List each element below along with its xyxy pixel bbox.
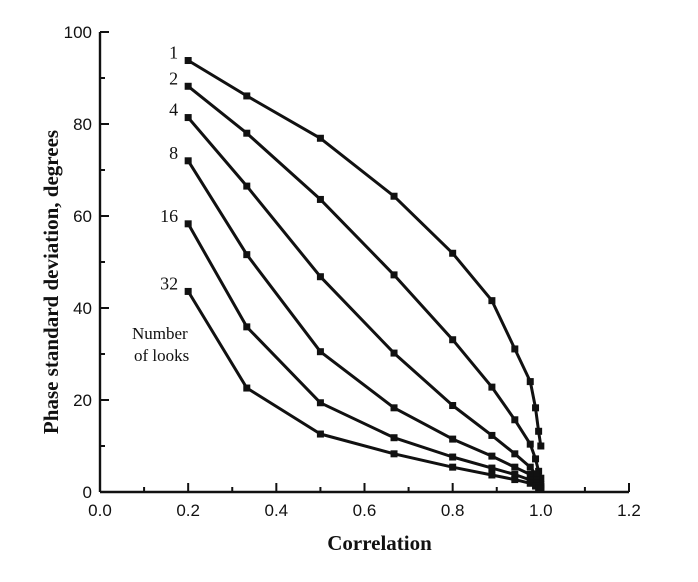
y-axis-title: Phase standard deviation, degrees (39, 130, 63, 434)
data-point-marker (532, 455, 540, 463)
y-tick-label: 100 (64, 23, 92, 42)
data-point-marker (535, 427, 543, 435)
data-point-marker (390, 192, 398, 200)
data-point-marker (449, 463, 457, 471)
series-line (187, 59, 543, 447)
data-point-marker (488, 464, 496, 472)
series-line (187, 85, 543, 479)
x-tick-label: 1.2 (617, 501, 641, 520)
data-point-marker (316, 430, 324, 438)
data-point-marker (316, 273, 324, 281)
y-tick-label: 20 (73, 391, 92, 410)
series-label: 16 (160, 206, 178, 226)
series-2-looks (184, 82, 545, 482)
data-point-marker (526, 463, 534, 471)
data-point-marker (532, 470, 540, 478)
series-labels: 1 2 4 8 16 32 (160, 43, 178, 294)
data-point-marker (184, 287, 192, 295)
data-point-marker (488, 297, 496, 305)
data-point-marker (243, 251, 251, 259)
data-point-marker (390, 404, 398, 412)
data-point-marker (184, 157, 192, 165)
series-label: 8 (169, 143, 178, 163)
data-point-marker (390, 271, 398, 279)
data-point-marker (449, 453, 457, 461)
data-point-marker (526, 471, 534, 479)
data-point-marker (511, 345, 519, 353)
data-point-marker (511, 476, 519, 484)
series-label: 2 (169, 68, 178, 88)
data-point-marker (316, 195, 324, 203)
data-point-marker (184, 82, 192, 90)
data-point-marker (243, 129, 251, 137)
series-1-looks (184, 57, 545, 450)
series-label: 4 (169, 100, 178, 120)
series-label: 1 (169, 43, 178, 63)
number-of-looks-annotation-line1: Number (132, 324, 188, 343)
series-label: 32 (160, 273, 178, 293)
data-point-marker (184, 114, 192, 122)
data-point-marker (526, 378, 534, 386)
data-point-marker (532, 404, 540, 412)
data-point-marker (488, 452, 496, 460)
series-line (186, 223, 542, 490)
series-32-looks (184, 287, 545, 493)
y-tick-label: 80 (73, 115, 92, 134)
data-point-marker (184, 57, 192, 65)
data-point-marker (537, 442, 545, 450)
data-point-marker (449, 435, 457, 443)
x-axis-title: Correlation (327, 531, 432, 555)
y-tick-label: 40 (73, 299, 92, 318)
y-tick-label: 60 (73, 207, 92, 226)
data-point-marker (488, 383, 496, 391)
data-point-marker (537, 485, 545, 493)
data-point-marker (316, 399, 324, 407)
series-group (184, 57, 545, 493)
series-16-looks (184, 220, 545, 492)
data-point-marker (243, 384, 251, 392)
axis-ticks: 0.0 0.2 0.4 0.6 0.8 1.0 1.2 0 20 40 60 80 100 (64, 23, 641, 520)
data-point-marker (390, 434, 398, 442)
data-point-marker (511, 416, 519, 424)
data-point-marker (316, 348, 324, 356)
data-point-marker (243, 323, 251, 331)
data-point-marker (511, 450, 519, 458)
x-tick-label: 1.0 (529, 501, 553, 520)
data-point-marker (184, 220, 192, 228)
y-tick-label: 0 (83, 483, 92, 502)
data-point-marker (243, 182, 251, 190)
data-point-marker (449, 402, 457, 410)
data-point-marker (390, 349, 398, 357)
data-point-marker (526, 440, 534, 448)
data-point-marker (243, 92, 251, 100)
data-point-marker (488, 431, 496, 439)
data-point-marker (390, 450, 398, 458)
x-tick-label: 0.6 (353, 501, 377, 520)
data-point-marker (449, 249, 457, 257)
data-point-marker (449, 336, 457, 344)
x-tick-label: 0.2 (176, 501, 200, 520)
data-point-marker (526, 479, 534, 487)
x-tick-label: 0.4 (265, 501, 289, 520)
data-point-marker (532, 476, 540, 484)
x-tick-label: 0.0 (88, 501, 112, 520)
data-point-marker (511, 463, 519, 471)
data-point-marker (511, 471, 519, 479)
data-point-marker (488, 471, 496, 479)
data-point-marker (316, 134, 324, 142)
x-tick-label: 0.8 (441, 501, 465, 520)
number-of-looks-annotation-line2: of looks (134, 346, 189, 365)
